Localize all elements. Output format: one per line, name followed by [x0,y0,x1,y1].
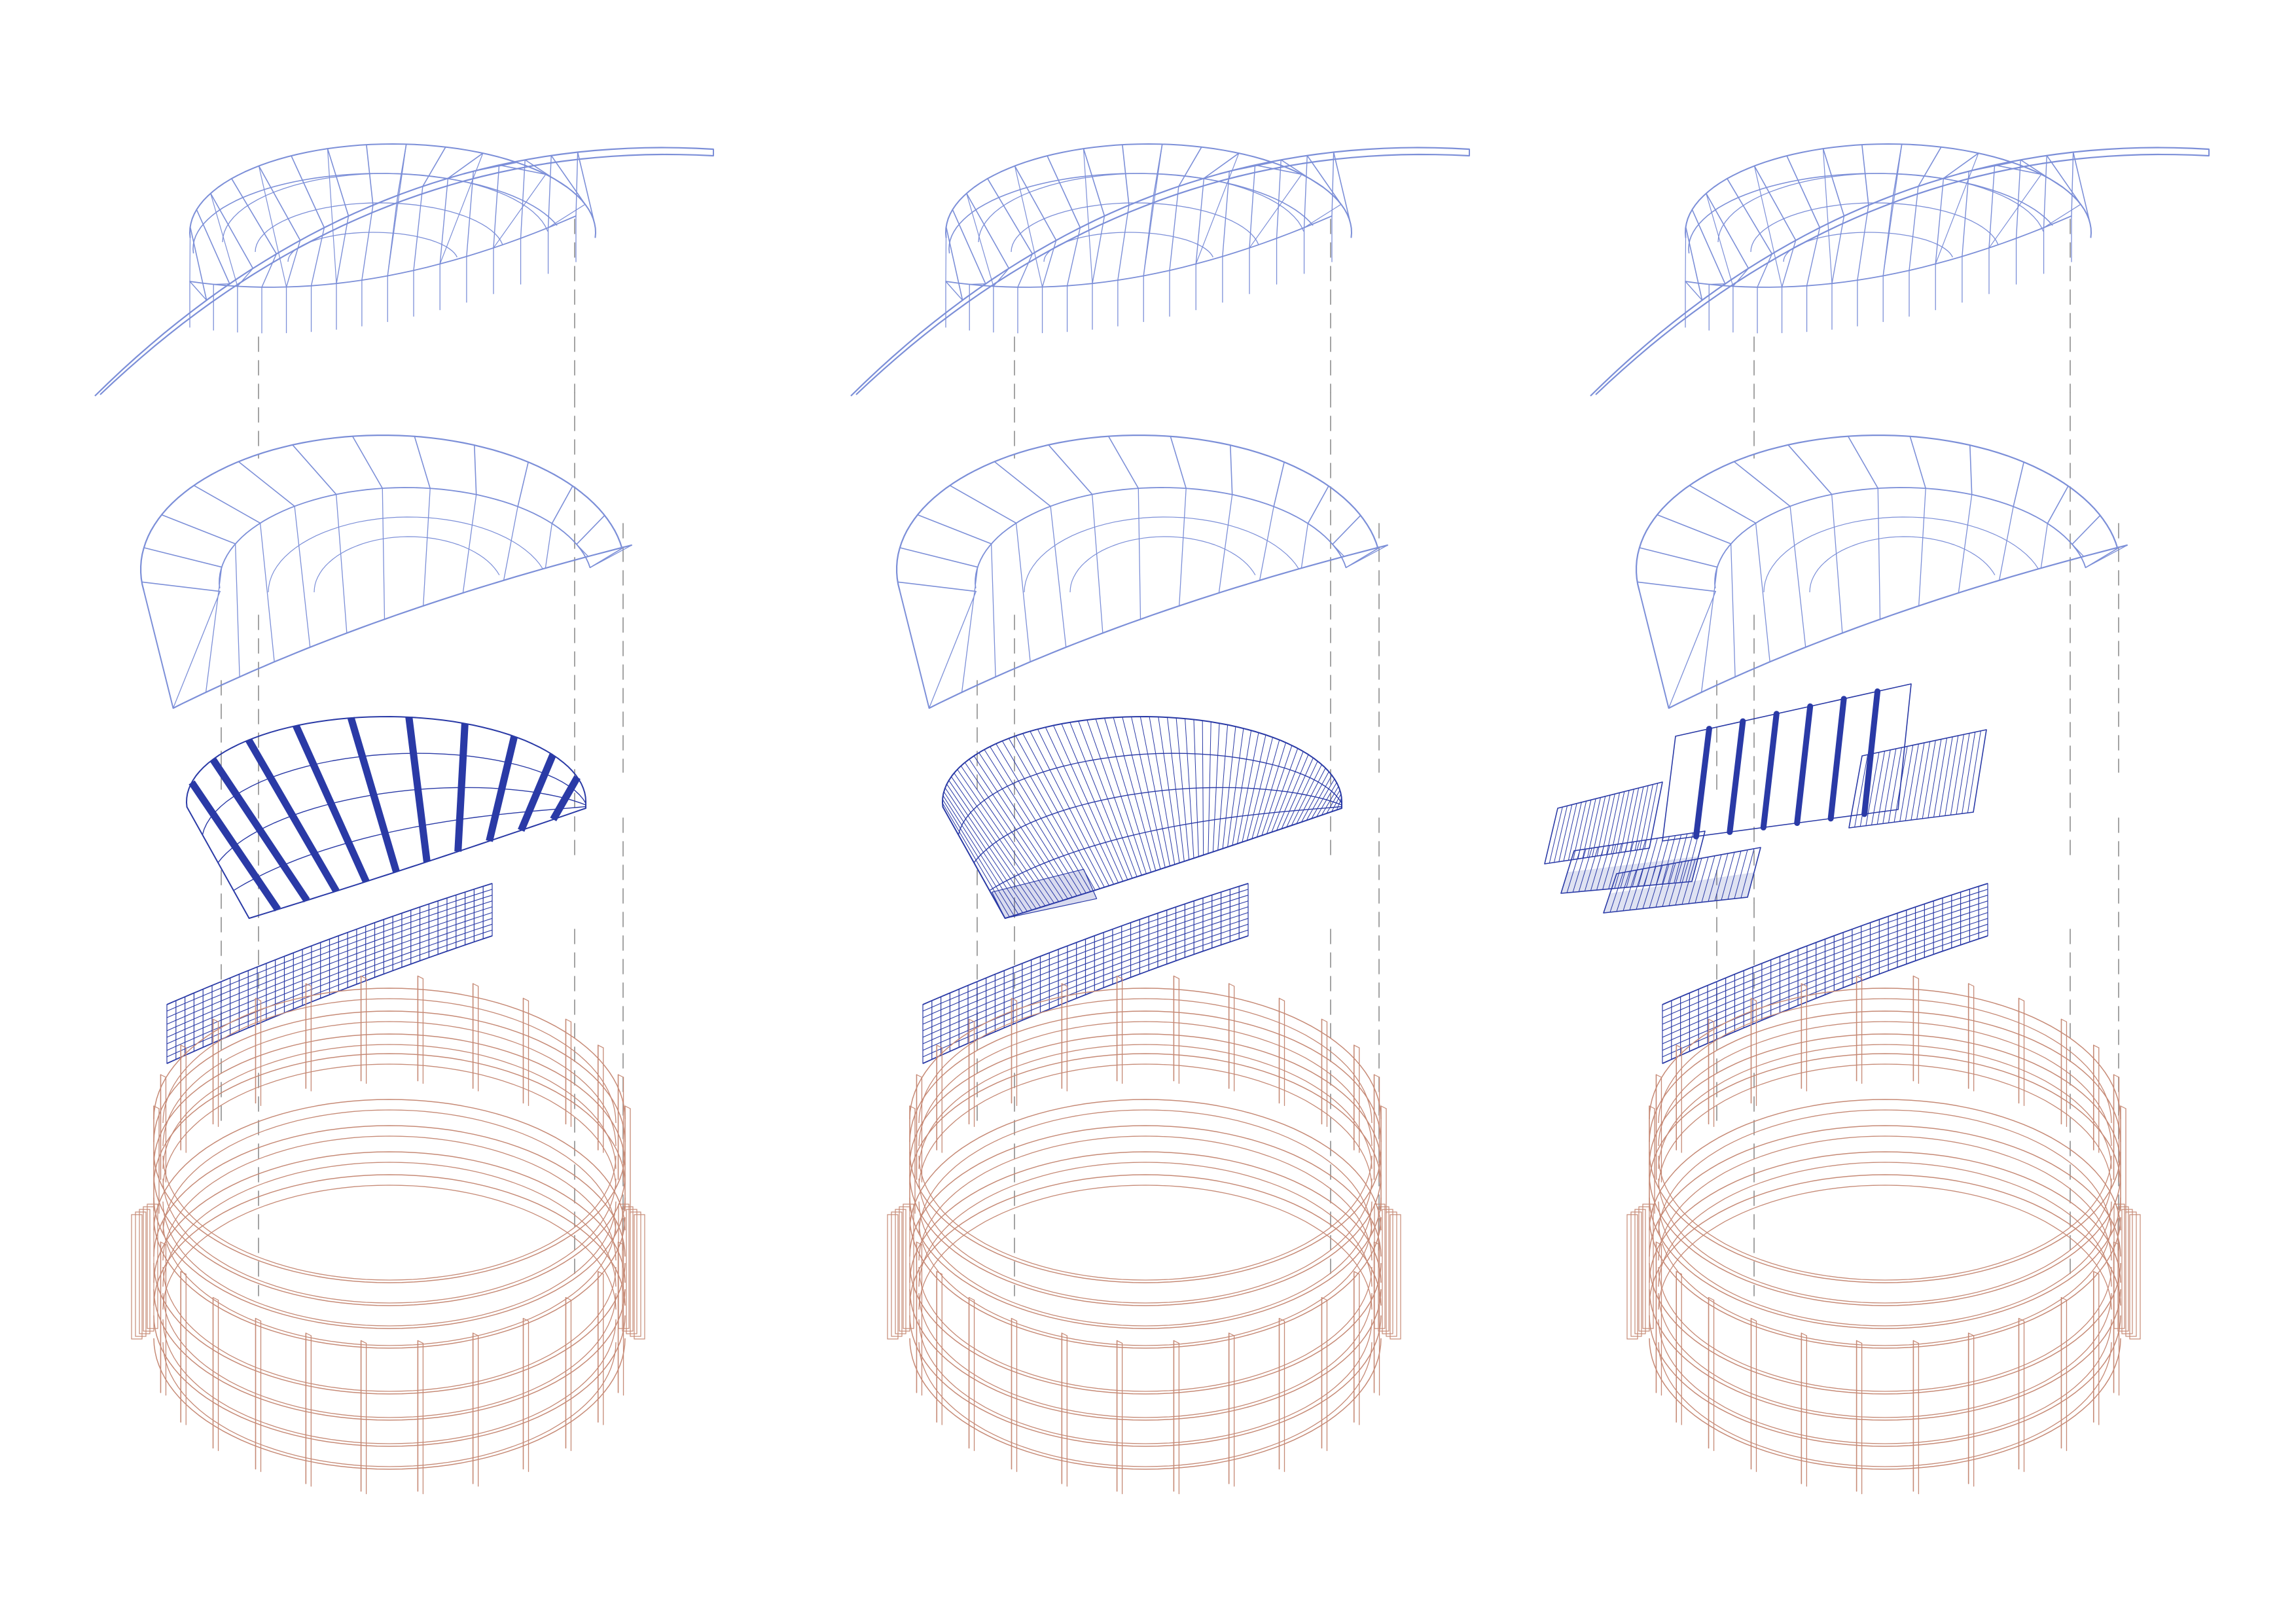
cladding-panel [1544,781,1663,865]
variant-column-2 [850,143,1470,1495]
cladding-rib [293,724,370,883]
guide-lines [1716,219,2119,1296]
cladding-rib [405,717,431,863]
cladding-rib [245,738,340,893]
roof-shell-layer [896,435,1389,709]
cladding-rib [347,717,400,873]
cladding-panel [1662,683,1912,842]
cladding-panel [1603,847,1761,914]
cladding-rib [518,753,556,832]
roof-truss-layer [94,143,714,397]
roof-shell-layer [1636,435,2128,709]
cladding-rib [550,775,581,821]
cladding-rib [188,780,281,912]
cladding-panel [1848,729,1987,829]
cladding-layer [942,716,1342,919]
cladding-rib [209,757,310,902]
variant-column-1 [94,143,714,1495]
timber-ring-layer [131,975,645,1495]
cladding-rib [486,736,518,842]
facade-mesh-layer [922,883,1249,1064]
cladding-rib [454,723,469,852]
cladding-layer [186,716,586,919]
roof-shell-layer [140,435,633,709]
cladding-layer [1544,683,1987,914]
guide-lines [221,219,624,1296]
variant-column-3 [1544,143,2210,1495]
facade-mesh-layer [1662,883,1988,1064]
timber-ring-layer [887,975,1401,1495]
roof-truss-layer [1590,143,2210,397]
timber-ring-layer [1626,975,2141,1495]
guide-lines [977,219,1380,1296]
facade-mesh-layer [166,883,493,1064]
roof-truss-layer [850,143,1470,397]
